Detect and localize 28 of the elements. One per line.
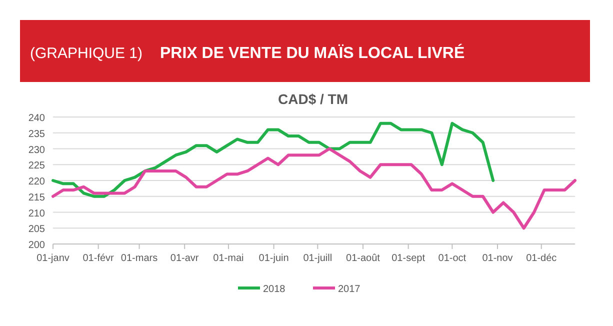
- x-tick-label: 01-févr: [82, 253, 115, 264]
- x-tick-label: 01-mai: [213, 253, 244, 264]
- x-tick-label: 01-juin: [258, 253, 289, 264]
- x-tick-label: 01-avr: [170, 253, 200, 264]
- x-tick-label: 01-juill: [303, 253, 332, 264]
- x-tick-label: 01-nov: [482, 253, 513, 264]
- chart-title: PRIX DE VENTE DU MAÏS LOCAL LIVRÉ: [160, 43, 465, 62]
- x-tick-label: 01-mars: [120, 253, 158, 264]
- chart-subtitle: CAD$ / TM: [278, 91, 348, 107]
- y-tick-label: 220: [28, 176, 46, 188]
- y-tick-label: 210: [28, 208, 46, 220]
- y-tick-label: 200: [28, 240, 46, 251]
- x-tick-label: 01-oct: [438, 253, 466, 264]
- y-tick-label: 235: [28, 128, 46, 140]
- y-tick-label: 225: [28, 160, 46, 172]
- y-tick-label: 240: [28, 113, 46, 124]
- x-tick-label: 01-août: [346, 253, 380, 264]
- legend-label: 2017: [338, 284, 361, 295]
- x-tick-label: 01-sept: [392, 253, 426, 264]
- x-tick-label: 01-déc: [526, 253, 557, 264]
- y-tick-label: 230: [28, 144, 46, 156]
- x-tick-label: 01-janv: [36, 253, 70, 264]
- y-tick-label: 215: [28, 192, 46, 204]
- text: (GRAPHIQUE 1): [30, 45, 143, 62]
- line-series: [52, 147, 576, 230]
- y-tick-label: 205: [28, 224, 46, 236]
- legend-label: 2018: [263, 284, 286, 295]
- line-series: [52, 122, 495, 198]
